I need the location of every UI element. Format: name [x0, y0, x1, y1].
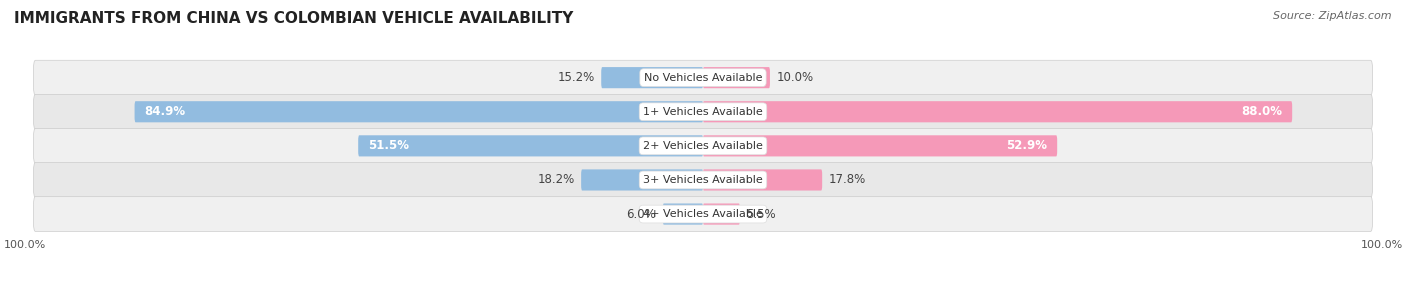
Text: 4+ Vehicles Available: 4+ Vehicles Available [643, 209, 763, 219]
Text: 17.8%: 17.8% [830, 174, 866, 186]
Text: 52.9%: 52.9% [1007, 139, 1047, 152]
FancyBboxPatch shape [602, 67, 703, 88]
Text: IMMIGRANTS FROM CHINA VS COLOMBIAN VEHICLE AVAILABILITY: IMMIGRANTS FROM CHINA VS COLOMBIAN VEHIC… [14, 11, 574, 26]
Text: 18.2%: 18.2% [537, 174, 575, 186]
FancyBboxPatch shape [34, 128, 1372, 163]
Text: 5.5%: 5.5% [747, 208, 776, 221]
FancyBboxPatch shape [703, 67, 770, 88]
FancyBboxPatch shape [34, 60, 1372, 95]
Text: Source: ZipAtlas.com: Source: ZipAtlas.com [1274, 11, 1392, 21]
Text: 51.5%: 51.5% [368, 139, 409, 152]
FancyBboxPatch shape [703, 169, 823, 190]
FancyBboxPatch shape [662, 204, 703, 225]
FancyBboxPatch shape [703, 135, 1057, 156]
Text: 15.2%: 15.2% [557, 71, 595, 84]
Text: 84.9%: 84.9% [145, 105, 186, 118]
FancyBboxPatch shape [359, 135, 703, 156]
FancyBboxPatch shape [703, 204, 740, 225]
FancyBboxPatch shape [34, 94, 1372, 129]
Text: 3+ Vehicles Available: 3+ Vehicles Available [643, 175, 763, 185]
FancyBboxPatch shape [34, 162, 1372, 197]
FancyBboxPatch shape [703, 101, 1292, 122]
Text: 100.0%: 100.0% [1361, 240, 1403, 250]
Text: 1+ Vehicles Available: 1+ Vehicles Available [643, 107, 763, 117]
Text: 100.0%: 100.0% [3, 240, 45, 250]
Text: 88.0%: 88.0% [1241, 105, 1282, 118]
FancyBboxPatch shape [581, 169, 703, 190]
FancyBboxPatch shape [135, 101, 703, 122]
Text: No Vehicles Available: No Vehicles Available [644, 73, 762, 83]
Text: 6.0%: 6.0% [627, 208, 657, 221]
Text: 2+ Vehicles Available: 2+ Vehicles Available [643, 141, 763, 151]
Text: 10.0%: 10.0% [776, 71, 814, 84]
FancyBboxPatch shape [34, 197, 1372, 231]
